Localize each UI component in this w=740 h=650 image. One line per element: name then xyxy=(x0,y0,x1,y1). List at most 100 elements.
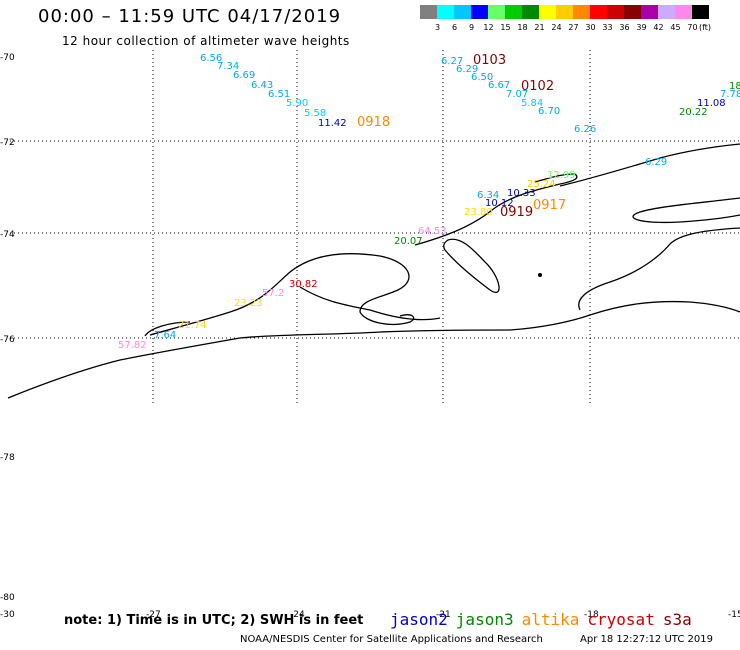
color-scale-label: 12 xyxy=(483,23,494,32)
coastline-shelf xyxy=(578,197,740,311)
lon-label: -15 xyxy=(728,610,740,620)
obs-label: 6.51 xyxy=(268,89,290,100)
lon-label: -18 xyxy=(584,610,599,620)
color-scale-label: 70 xyxy=(687,23,698,32)
lat-label: -70 xyxy=(0,53,15,63)
latitude-labels: -70 -72 -74 -76 -78 -80 xyxy=(0,53,15,603)
coastline-peninsula xyxy=(299,173,578,321)
wave-height-observations: 6.56 7.34 6.69 6.43 6.51 5.90 5.58 11.42… xyxy=(118,53,740,351)
color-scale-label: 18 xyxy=(517,23,528,32)
obs-label: 12.99 xyxy=(547,170,576,181)
color-swatch xyxy=(505,5,522,19)
obs-label: 6.29 xyxy=(456,64,478,75)
obs-label: 18 xyxy=(729,81,740,92)
color-swatch xyxy=(420,5,437,19)
coastline xyxy=(7,143,740,399)
color-swatch xyxy=(573,5,590,19)
lon-label: -24 xyxy=(290,610,305,620)
color-scale-label: 6 xyxy=(451,23,458,32)
generated-timestamp: Apr 18 12:27:12 UTC 2019 xyxy=(580,634,713,645)
color-swatch xyxy=(641,5,658,19)
lat-label: -72 xyxy=(0,138,15,148)
color-swatch xyxy=(522,5,539,19)
color-scale-label: 33 xyxy=(602,23,613,32)
coastline-bay xyxy=(443,238,500,293)
credit-line: NOAA/NESDIS Center for Satellite Applica… xyxy=(240,634,543,645)
coastline-inlet xyxy=(144,253,415,337)
obs-label: 7.34 xyxy=(217,61,239,72)
color-swatch xyxy=(437,5,454,19)
color-scale-label: 42 xyxy=(653,23,664,32)
color-swatch xyxy=(624,5,641,19)
obs-label: 5.90 xyxy=(286,98,308,109)
pass-time-label: 0918 xyxy=(357,115,390,130)
obs-label: 6.56 xyxy=(200,53,222,64)
obs-label: 10.33 xyxy=(507,188,536,199)
satellite-altika: altika xyxy=(521,610,580,629)
lon-label: -21 xyxy=(436,610,451,620)
lat-label: -74 xyxy=(0,230,15,240)
satellite-s3a: s3a xyxy=(662,610,692,629)
obs-label: 11.42 xyxy=(318,118,347,129)
obs-label: 6.69 xyxy=(233,70,255,81)
pass-time-label: 0102 xyxy=(521,79,554,94)
obs-label: 6.67 xyxy=(488,80,510,91)
color-swatch xyxy=(454,5,471,19)
color-swatch xyxy=(539,5,556,19)
satellite-jason2: jason2 xyxy=(390,610,448,629)
lat-label: -80 xyxy=(0,593,15,603)
color-scale-label: 21 xyxy=(534,23,545,32)
color-swatch xyxy=(488,5,505,19)
obs-label: 7.64 xyxy=(154,330,176,341)
color-scale-label: 3 xyxy=(434,23,441,32)
color-scale-label: 27 xyxy=(568,23,579,32)
longitude-labels: -30 -27 -24 -21 -18 -15 xyxy=(0,610,740,620)
obs-label: 7.07 xyxy=(506,89,528,100)
color-swatch xyxy=(607,5,624,19)
color-scale-label: 30 xyxy=(585,23,596,32)
obs-label: 23.80 xyxy=(464,207,493,218)
obs-label: 23.23 xyxy=(234,298,263,309)
obs-label: 57.2 xyxy=(262,288,284,299)
coastline-main xyxy=(7,300,740,399)
lat-label: -78 xyxy=(0,453,15,463)
color-scale-label: 45 xyxy=(670,23,681,32)
pass-time-label: 0919 xyxy=(500,205,533,220)
obs-label: 6.29 xyxy=(645,157,667,168)
obs-label: 6.50 xyxy=(471,72,493,83)
obs-label: 10.12 xyxy=(485,198,514,209)
pass-time-label: 0103 xyxy=(473,53,506,68)
obs-label: 20.07 xyxy=(394,236,423,247)
obs-label: 5.58 xyxy=(304,108,326,119)
obs-label: 6.27 xyxy=(441,56,463,67)
color-swatch xyxy=(590,5,607,19)
pass-time-label: 0917 xyxy=(533,198,566,213)
lon-label: -30 xyxy=(0,610,15,620)
graticule xyxy=(10,50,740,405)
coastline-east xyxy=(559,143,740,187)
lat-label: -76 xyxy=(0,335,15,345)
color-swatch xyxy=(471,5,488,19)
obs-label: 6.26 xyxy=(574,124,596,135)
satellite-jason3: jason3 xyxy=(455,610,514,629)
color-swatch xyxy=(658,5,675,19)
color-scale-label: 15 xyxy=(500,23,511,32)
obs-label: 11.08 xyxy=(697,98,726,109)
lon-label: -27 xyxy=(146,610,161,620)
color-swatch xyxy=(675,5,692,19)
obs-label: 6.70 xyxy=(538,106,560,117)
color-scale-label: 36 xyxy=(619,23,630,32)
satellite-cryosat: cryosat xyxy=(587,610,655,629)
footer-note: note: 1) Time is in UTC; 2) SWH is in fe… xyxy=(64,613,364,628)
color-scale-label: 24 xyxy=(551,23,562,32)
obs-label: 25.24 xyxy=(527,179,556,190)
color-scale-unit: (ft) xyxy=(698,23,712,32)
obs-label: 57.82 xyxy=(118,340,147,351)
obs-label: 20.22 xyxy=(679,107,708,118)
obs-label: 6.34 xyxy=(477,190,499,201)
obs-label: 30.82 xyxy=(289,279,318,290)
obs-label: 64.53 xyxy=(418,226,447,237)
color-scale-label: 39 xyxy=(636,23,647,32)
obs-label: 21.74 xyxy=(178,320,207,331)
